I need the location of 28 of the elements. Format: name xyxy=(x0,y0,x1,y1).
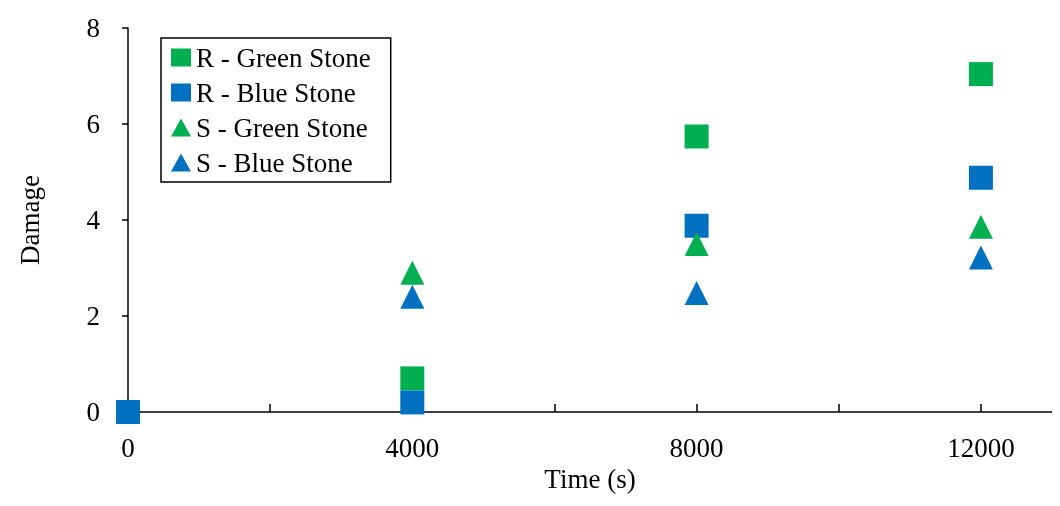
point xyxy=(684,232,709,256)
point xyxy=(400,260,425,285)
legend-label: R - Blue Stone xyxy=(196,77,356,108)
point xyxy=(684,280,709,305)
point xyxy=(400,366,425,391)
x-axis-title: Time (s) xyxy=(544,464,636,495)
y-tick-label: 8 xyxy=(86,13,100,43)
point xyxy=(968,245,993,270)
legend-label: S - Blue Stone xyxy=(196,147,353,178)
legend-label: S - Green Stone xyxy=(196,112,368,143)
y-tick-label: 4 xyxy=(86,205,101,235)
point xyxy=(968,214,993,239)
y-tick-label: 0 xyxy=(86,397,100,427)
point xyxy=(684,213,709,238)
x-tick-label: 0 xyxy=(121,432,135,463)
point xyxy=(684,124,709,149)
y-axis-title: Damage xyxy=(14,175,45,265)
point xyxy=(968,165,993,190)
x-tick-label: 4000 xyxy=(385,432,440,463)
point xyxy=(116,400,140,424)
point xyxy=(400,390,425,415)
y-tick-label: 6 xyxy=(86,109,100,139)
y-tick-label: 2 xyxy=(86,301,100,331)
x-tick-label: 8000 xyxy=(669,432,724,463)
x-tick-label: 12000 xyxy=(947,432,1015,463)
legend-label: R - Green Stone xyxy=(196,42,371,73)
point xyxy=(968,62,993,87)
point xyxy=(400,284,425,309)
